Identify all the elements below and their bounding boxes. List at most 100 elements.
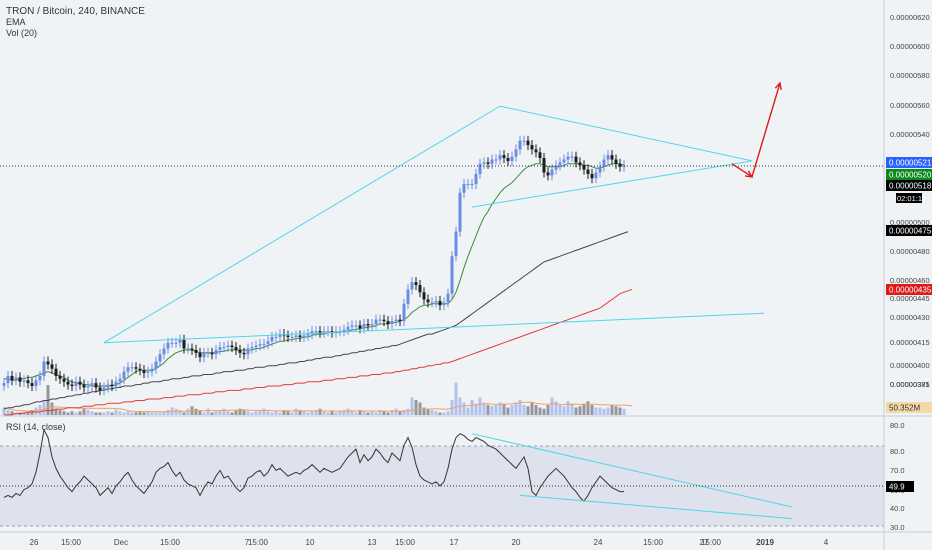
countdown-tag: 02:01:11 xyxy=(897,194,926,203)
countdown-tag-bg xyxy=(896,193,922,203)
ema-slow-tag: 0.00000435 xyxy=(889,286,932,295)
volume-bar xyxy=(346,408,350,415)
time-tick-label: 26 xyxy=(30,538,39,547)
candle-body xyxy=(438,300,442,306)
candle-body xyxy=(586,169,590,174)
price-tick-label: 0.00000600 xyxy=(890,42,930,51)
volume-bar xyxy=(578,406,582,415)
ema-mid-tag: 0.00000475 xyxy=(889,227,932,236)
candle-body xyxy=(434,300,438,303)
candle-body xyxy=(142,370,146,374)
candle-body xyxy=(446,293,450,303)
volume-bar xyxy=(386,412,390,415)
candle-body xyxy=(178,339,182,343)
volume-bar xyxy=(598,407,602,415)
volume-bar xyxy=(622,408,626,415)
volume-bar xyxy=(378,410,382,415)
volume-bar xyxy=(258,410,262,415)
volume-bar xyxy=(366,412,370,415)
candle-body xyxy=(74,381,78,387)
candle-body xyxy=(250,347,254,349)
candle-body xyxy=(390,321,394,324)
volume-bar xyxy=(54,408,58,415)
price-tick-label: 0.00000445 xyxy=(890,294,930,303)
candle-body xyxy=(482,162,486,164)
time-tick-label: 27 xyxy=(700,538,709,547)
last-price-tag-bg xyxy=(886,157,932,168)
volume-bar xyxy=(410,397,414,415)
candle-body xyxy=(18,377,22,382)
candle-body xyxy=(274,336,278,338)
time-tick-label: 15:00 xyxy=(701,538,722,547)
volume-bar xyxy=(506,407,510,415)
volume-bar xyxy=(246,411,250,415)
volume-bar xyxy=(70,411,74,415)
candle-body xyxy=(346,326,350,330)
volume-bar xyxy=(222,408,226,415)
rsi-tick-label: 40.0 xyxy=(890,504,905,513)
candle-body xyxy=(214,349,218,355)
candle-body xyxy=(526,140,530,146)
candle-body xyxy=(58,375,62,379)
candle-body xyxy=(126,367,130,372)
candle-body xyxy=(94,383,98,388)
volume-bar xyxy=(574,407,578,415)
volume-bar xyxy=(282,410,286,415)
chart-title: TRON / Bitcoin, 240, BINANCE xyxy=(6,6,145,17)
last-price-tag: 0.00000521 xyxy=(889,159,932,168)
candle-body xyxy=(98,387,102,391)
candle-body xyxy=(146,371,150,374)
candle-body xyxy=(430,302,434,304)
volume-bar xyxy=(146,411,150,415)
candle-body xyxy=(82,384,86,388)
drawings xyxy=(103,81,782,344)
candle-body xyxy=(190,348,194,350)
vol-label: Vol (20) xyxy=(6,28,37,38)
candle-body xyxy=(594,172,598,179)
volume-bar xyxy=(546,405,550,415)
rsi-tick-label: 80.0 xyxy=(890,447,905,456)
candle-body xyxy=(2,383,6,386)
volume-bar xyxy=(90,411,94,415)
candle-body xyxy=(514,149,518,157)
time-tick-label: 2019 xyxy=(756,538,774,547)
time-tick-label: 17 xyxy=(450,538,459,547)
candle-body xyxy=(410,282,414,290)
volume-bar xyxy=(510,405,514,415)
candle-body xyxy=(418,285,422,293)
volume-bar xyxy=(374,412,378,415)
volume-bar xyxy=(554,401,558,415)
volume-bar xyxy=(250,412,254,415)
candle-body xyxy=(110,384,114,387)
candle-body xyxy=(106,384,110,388)
volume-bar xyxy=(134,412,138,415)
candlesticks xyxy=(2,135,626,396)
candle-body xyxy=(462,184,466,193)
volume-bar xyxy=(98,412,102,415)
candle-body xyxy=(550,169,554,176)
candle-body xyxy=(54,368,58,376)
candle-body xyxy=(450,256,454,294)
volume-bar xyxy=(114,410,118,415)
candle-body xyxy=(570,156,574,158)
candle-body xyxy=(22,380,26,382)
candle-body xyxy=(350,325,354,327)
volume-bar xyxy=(102,412,106,415)
volume-bar xyxy=(442,412,446,415)
candle-body xyxy=(598,166,602,173)
rsi-value-tag-bg xyxy=(886,481,914,492)
candle-body xyxy=(270,336,274,342)
volume-bar xyxy=(534,405,538,415)
volume-bar xyxy=(538,407,542,415)
rsi-tick-label: 80.0 xyxy=(890,421,905,430)
volume-bar xyxy=(466,407,470,415)
candle-body xyxy=(10,375,14,381)
price-tick-label: 0.00000385 xyxy=(890,380,930,389)
candle-body xyxy=(278,334,282,337)
volume-bar xyxy=(502,403,506,415)
trendline xyxy=(103,105,753,344)
volume-bar xyxy=(186,408,190,415)
price-tick-label: 0.00000500 xyxy=(890,218,930,227)
candle-body xyxy=(506,158,510,161)
candle-body xyxy=(202,352,206,358)
